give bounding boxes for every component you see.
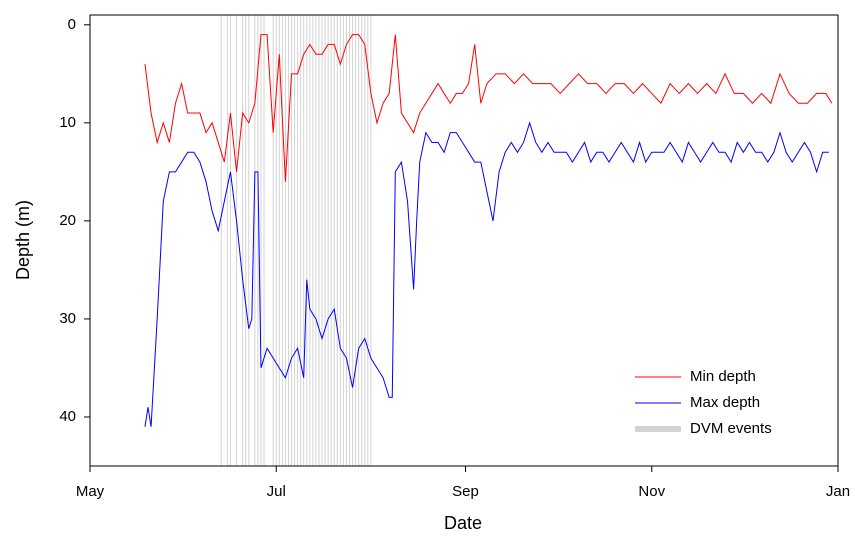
- line: [144, 121, 829, 427]
- x-tick-label: Sep: [452, 483, 479, 500]
- y-tick-label: 0: [68, 16, 76, 33]
- plot-frame: [89, 14, 839, 467]
- y-tick-label: 40: [59, 408, 76, 425]
- y-axis-label: Depth (m): [13, 200, 33, 280]
- x-axis-label: Date: [444, 513, 482, 533]
- y-tick-label: 10: [59, 114, 76, 131]
- legend-label: Max depth: [690, 394, 760, 411]
- legend-label: DVM events: [690, 420, 772, 437]
- x-tick-label: May: [76, 483, 105, 500]
- legend-label: Min depth: [690, 368, 756, 385]
- x-tick-label: Jul: [267, 483, 286, 500]
- x-tick-label: Jan: [826, 483, 850, 500]
- x-tick-label: Nov: [638, 483, 665, 500]
- line: [144, 34, 833, 182]
- y-tick-label: 30: [59, 310, 76, 327]
- y-tick-label: 20: [59, 212, 76, 229]
